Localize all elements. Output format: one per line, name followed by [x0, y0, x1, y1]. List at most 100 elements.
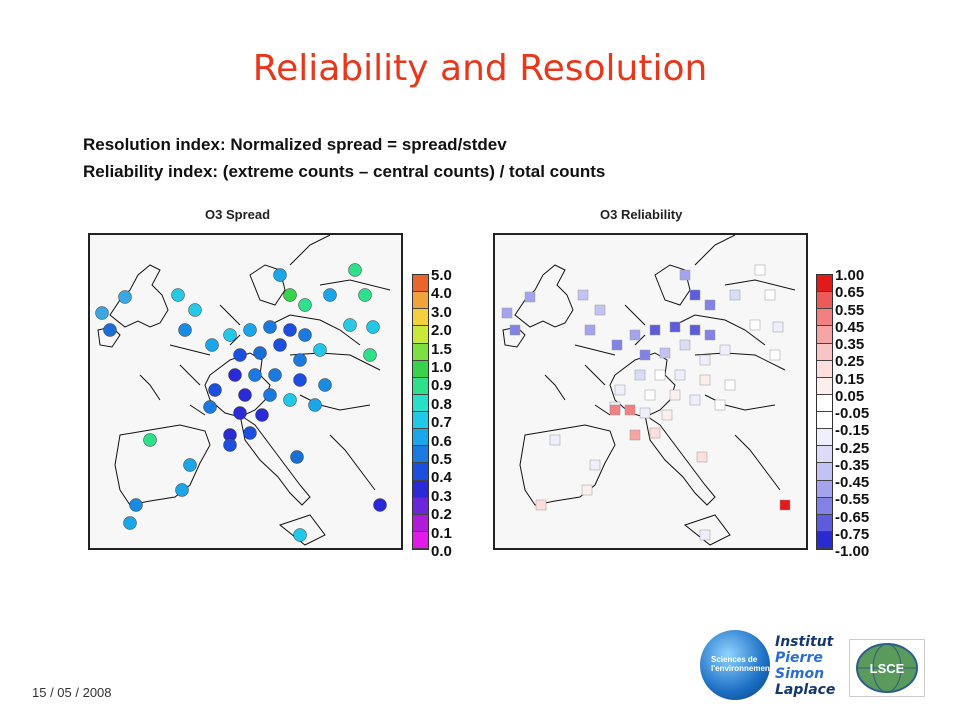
reliability-tick-label: -0.35 — [835, 456, 870, 474]
station-marker — [308, 398, 322, 412]
station-marker — [205, 338, 219, 352]
station-marker — [509, 324, 521, 336]
globe-logo — [700, 630, 770, 700]
station-marker — [243, 323, 257, 337]
station-marker — [594, 304, 606, 316]
station-marker — [524, 291, 536, 303]
station-marker — [298, 298, 312, 312]
spread-tick-label: 0.2 — [431, 506, 452, 524]
station-marker — [313, 343, 327, 357]
reliability-colorbar-segment — [817, 292, 832, 310]
station-marker — [290, 450, 304, 464]
spread-tick-label: 1.5 — [431, 340, 452, 358]
station-marker — [358, 288, 372, 302]
station-marker — [243, 426, 257, 440]
reliability-colorbar-segment — [817, 360, 832, 378]
reliability-colorbar-segment — [817, 377, 832, 395]
station-marker — [263, 388, 277, 402]
station-marker — [323, 288, 337, 302]
station-marker — [669, 389, 681, 401]
station-marker — [624, 404, 636, 416]
station-marker — [233, 406, 247, 420]
spread-tick-label: 0.7 — [431, 414, 452, 432]
station-marker — [118, 290, 132, 304]
slide-title: Reliability and Resolution — [252, 48, 708, 89]
station-marker — [639, 349, 651, 361]
station-marker — [293, 373, 307, 387]
reliability-tick-label: -0.45 — [835, 474, 870, 491]
station-marker — [629, 429, 641, 441]
spread-tick-label: 3.0 — [431, 303, 452, 321]
spread-map-graphic — [95, 235, 391, 546]
station-marker — [679, 269, 691, 281]
spread-colorbar-segment — [413, 377, 428, 395]
reliability-map-title: O3 Reliability — [600, 207, 683, 222]
station-marker — [649, 324, 661, 336]
ipsl-line-4: Laplace — [775, 682, 836, 698]
station-marker — [679, 339, 691, 351]
reliability-map-graphic — [501, 235, 796, 546]
reliability-colorbar-segment — [817, 275, 832, 293]
spread-colorbar — [412, 274, 429, 550]
station-marker — [689, 324, 701, 336]
reliability-colorbar-segment — [817, 497, 832, 515]
station-marker — [719, 344, 731, 356]
reliability-tick-label: -0.15 — [835, 422, 870, 440]
station-marker — [639, 407, 651, 419]
station-marker — [699, 354, 711, 366]
reliability-tick-label: 0.15 — [835, 370, 865, 388]
reliability-tick-label: -0.55 — [835, 491, 870, 509]
reliability-colorbar-segment — [817, 343, 832, 361]
station-marker — [203, 400, 217, 414]
lsce-logo: LSCE — [849, 639, 925, 697]
station-marker — [183, 458, 197, 472]
spread-tick-label: 0.0 — [431, 543, 452, 560]
station-marker — [373, 498, 387, 512]
spread-tick-label: 2.0 — [431, 322, 452, 340]
station-marker — [649, 427, 661, 439]
station-marker — [581, 484, 593, 496]
station-marker — [253, 346, 267, 360]
resolution-definition: Resolution index: Normalized spread = sp… — [83, 135, 507, 154]
station-marker — [208, 383, 222, 397]
station-marker — [273, 268, 287, 282]
spread-tick-label: 4.0 — [431, 285, 452, 303]
station-marker — [228, 368, 242, 382]
station-marker — [724, 379, 736, 391]
station-marker — [283, 323, 297, 337]
reliability-definition: Reliability index: (extreme counts – cen… — [83, 162, 606, 181]
station-marker — [223, 328, 237, 342]
reliability-tick-label: 0.45 — [835, 318, 865, 336]
spread-tick-label: 0.1 — [431, 524, 452, 542]
station-marker — [644, 389, 656, 401]
lsce-globe-icon: LSCE — [856, 643, 918, 693]
station-marker — [293, 353, 307, 367]
station-marker — [654, 369, 666, 381]
station-marker — [123, 516, 137, 530]
spread-colorbar-segment — [413, 326, 428, 344]
reliability-tick-label: 1.00 — [835, 267, 865, 284]
station-marker — [178, 323, 192, 337]
station-marker — [343, 318, 357, 332]
spread-tick-label: 0.4 — [431, 469, 452, 487]
station-marker — [754, 264, 766, 276]
station-marker — [696, 451, 708, 463]
spread-tick-label: 0.6 — [431, 432, 452, 450]
station-marker — [298, 328, 312, 342]
spread-colorbar-segment — [413, 463, 428, 481]
station-marker — [689, 289, 701, 301]
station-marker — [614, 384, 626, 396]
lsce-text: LSCE — [870, 661, 905, 676]
ipsl-logo: Institut Pierre Simon Laplace — [775, 634, 835, 698]
station-marker — [589, 459, 601, 471]
reliability-map — [493, 233, 808, 550]
station-marker — [704, 299, 716, 311]
spread-tick-label: 0.8 — [431, 395, 452, 413]
station-marker — [273, 338, 287, 352]
reliability-tick-label: -0.65 — [835, 508, 870, 526]
spread-map-title: O3 Spread — [205, 207, 271, 222]
spread-tick-label: 0.9 — [431, 377, 452, 395]
station-marker — [283, 288, 297, 302]
station-marker — [103, 323, 117, 337]
reliability-tick-label: 0.05 — [835, 387, 865, 405]
